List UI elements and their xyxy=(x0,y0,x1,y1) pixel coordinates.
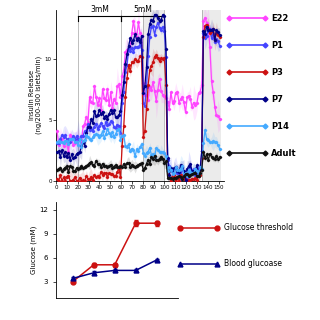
Bar xyxy=(202,10,221,181)
Text: P7: P7 xyxy=(271,95,283,104)
Text: P3: P3 xyxy=(271,68,283,77)
Text: Blood glucoase: Blood glucoase xyxy=(224,260,282,268)
Y-axis label: Insulin Release
(ng/200-300 islets/min): Insulin Release (ng/200-300 islets/min) xyxy=(28,56,42,134)
Text: 5mM: 5mM xyxy=(133,5,152,14)
Text: Adult: Adult xyxy=(271,149,297,158)
Y-axis label: Glucose (mM): Glucose (mM) xyxy=(30,225,37,274)
Text: P1: P1 xyxy=(271,41,283,50)
Bar xyxy=(143,10,164,181)
Text: E22: E22 xyxy=(271,14,288,23)
Text: 3mM: 3mM xyxy=(90,5,109,14)
Text: P14: P14 xyxy=(271,122,289,131)
Text: Glucose threshold: Glucose threshold xyxy=(224,223,293,233)
